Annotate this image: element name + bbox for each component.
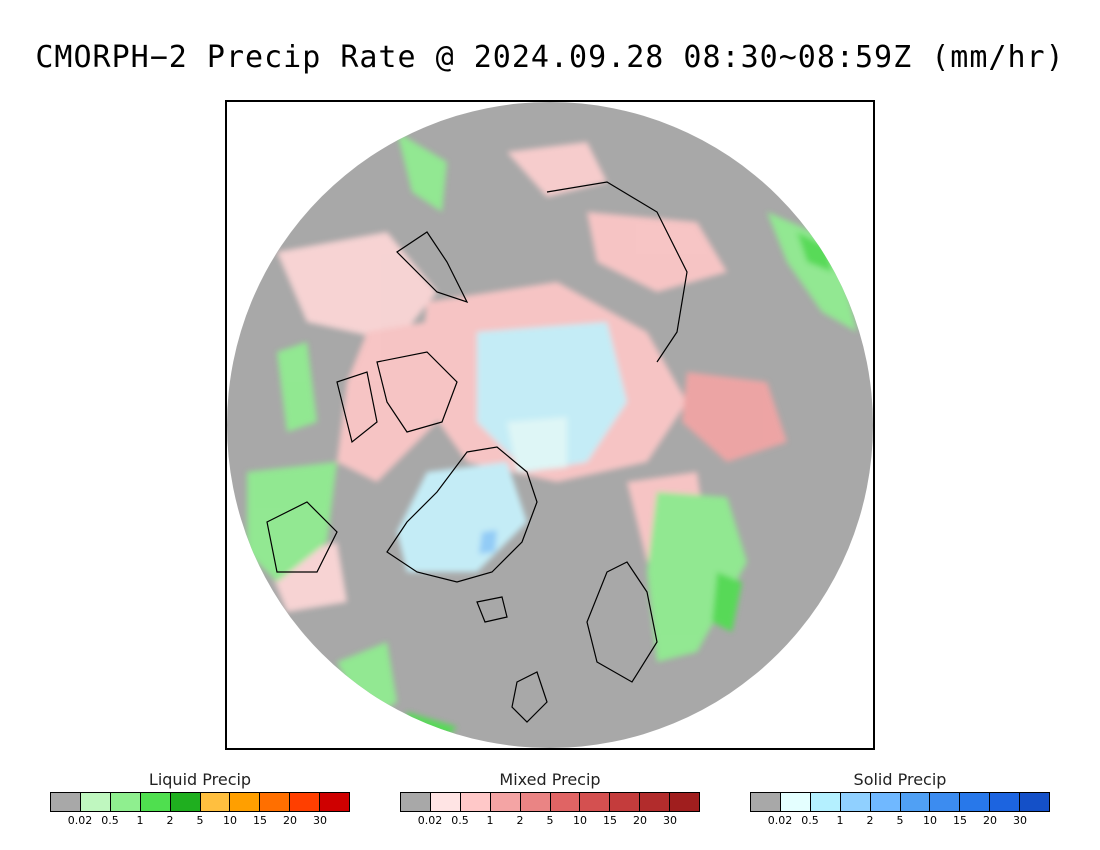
legend-swatch [430,793,461,811]
legend-swatch [960,793,991,811]
legend-swatch [80,793,111,811]
legend-title: Solid Precip [853,770,947,789]
coastlines [266,181,688,723]
legend-swatch [990,793,1021,811]
legend-swatch [140,793,171,811]
legend-colorbar [50,792,350,812]
legend-tick-label: 0.5 [451,814,469,827]
polar-map [225,100,875,750]
legend-tick-label: 2 [166,814,174,827]
precip-map-svg [227,102,873,748]
legend-tick-label: 30 [313,814,327,827]
liquid-precip-area [647,492,747,662]
legend-swatch [200,793,231,811]
legend-tick-label: 0.02 [67,814,93,827]
legend-tick-label: 0.5 [101,814,119,827]
scandinavia-coast [586,561,658,683]
legend-tick-label: 15 [953,814,967,827]
legend-swatch [520,793,551,811]
liquid-precip-area [797,232,832,272]
legend-mixed: Mixed Precip 0.02 0.5 1 2 5 10 15 20 30 [400,770,700,828]
legend-tick-label: 0.02 [417,814,443,827]
legend-tick-label: 30 [1013,814,1027,827]
legend-swatch [260,793,291,811]
legend-swatch [170,793,201,811]
legend-swatch [580,793,611,811]
legend-title: Mixed Precip [499,770,601,789]
legend-tick-label: 1 [836,814,844,827]
legend-colorbar [750,792,1050,812]
legend-swatch [51,793,81,811]
liquid-precip-area [277,342,317,432]
legend-tick-label: 1 [486,814,494,827]
mixed-precip-area [682,372,787,462]
legend-title: Liquid Precip [148,770,252,789]
legend-ticks: 0.02 0.5 1 2 5 10 15 20 30 [50,812,350,828]
legend-colorbar [400,792,700,812]
legend-swatch [610,793,641,811]
canadian-archipelago-coast [336,351,458,444]
legend-tick-label: 20 [633,814,647,827]
alaska-coast [396,231,469,304]
legend-tick-label: 2 [516,814,524,827]
legend-tick-label: 15 [253,814,267,827]
legend-swatch [110,793,141,811]
legend-liquid: Liquid Precip 0.02 0.5 1 2 5 10 15 20 30 [50,770,350,828]
legend-tick-label: 2 [866,814,874,827]
mixed-precip-area [587,212,727,292]
legend-swatch [780,793,811,811]
liquid-precip-area [397,132,447,212]
legend-swatch [490,793,521,811]
legend-swatch [550,793,581,811]
liquid-precip-area [712,572,742,632]
legend-swatch [930,793,961,811]
legend-ticks: 0.02 0.5 1 2 5 10 15 20 30 [750,812,1050,828]
liquid-precip-area [247,462,337,582]
legend-tick-label: 30 [663,814,677,827]
legend-tick-label: 20 [983,814,997,827]
legend-swatch [751,793,781,811]
legend-tick-label: 20 [283,814,297,827]
legend-swatch [401,793,431,811]
legend-tick-label: 10 [923,814,937,827]
legend-tick-label: 5 [896,814,904,827]
solid-precip-area [479,530,497,554]
uk-coast [511,671,548,723]
siberia-coast [546,181,688,363]
solid-precip-area [507,417,567,472]
legend-ticks: 0.02 0.5 1 2 5 10 15 20 30 [400,812,700,828]
legend-tick-label: 0.5 [801,814,819,827]
legend-tick-label: 0.02 [767,814,793,827]
legend-swatch [870,793,901,811]
legend-tick-label: 1 [136,814,144,827]
legend-swatch [230,793,261,811]
legend-solid: Solid Precip 0.02 0.5 1 2 5 10 15 20 30 [750,770,1050,828]
mixed-precip-area [277,232,437,342]
legend-tick-label: 5 [196,814,204,827]
legend-swatch [810,793,841,811]
legend-swatch [1020,793,1050,811]
legend-tick-label: 10 [573,814,587,827]
legend-swatch [460,793,491,811]
legend-tick-label: 15 [603,814,617,827]
legend-swatch [320,793,350,811]
legend-swatch [670,793,700,811]
chart-title: CMORPH−2 Precip Rate @ 2024.09.28 08:30~… [35,40,1065,75]
hudson-coast [266,501,338,573]
legend-swatch [900,793,931,811]
legend-tick-label: 5 [546,814,554,827]
legend-swatch [840,793,871,811]
mixed-precip-area [507,142,607,197]
legend-swatch [640,793,671,811]
legend-tick-label: 10 [223,814,237,827]
iceland-coast [476,596,508,623]
legend-swatch [290,793,321,811]
greenland-coast [386,446,538,583]
